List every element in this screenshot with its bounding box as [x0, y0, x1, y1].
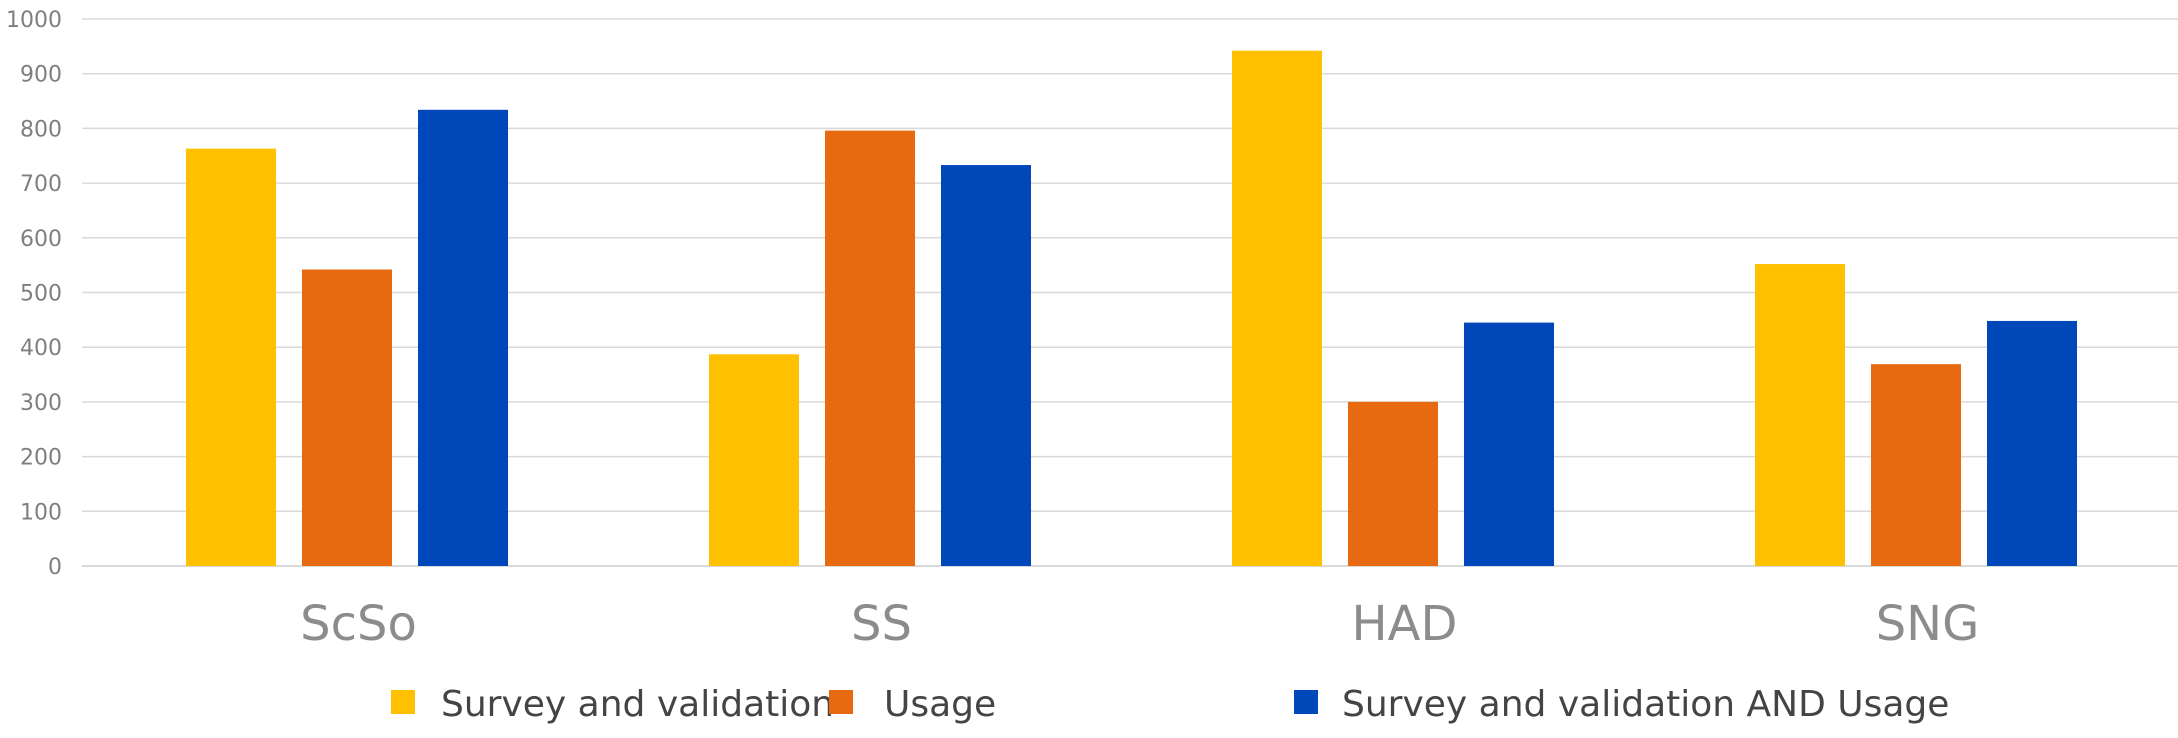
legend-label: Usage	[884, 684, 996, 725]
legend-swatch	[829, 690, 853, 714]
bar-ss-1	[825, 130, 915, 566]
legend-swatch	[391, 690, 415, 714]
bar-scso-0	[186, 148, 276, 566]
x-tick-label: ScSo	[300, 596, 417, 652]
y-tick-label: 200	[20, 446, 62, 471]
y-tick-label: 300	[20, 391, 62, 416]
legend-label: Survey and validation	[441, 684, 834, 725]
bar-sng-2	[1987, 320, 2077, 566]
legend-label: Survey and validation AND Usage	[1342, 684, 1949, 725]
bar-ss-0	[709, 354, 799, 566]
y-tick-label: 600	[20, 227, 62, 252]
legend: Survey and validation Usage Survey and val…	[391, 684, 1949, 725]
x-tick-label: SS	[851, 596, 912, 652]
x-tick-label: HAD	[1352, 596, 1458, 652]
bar-had-2	[1464, 322, 1554, 566]
bar-had-0	[1232, 50, 1322, 566]
x-tick-label: SNG	[1876, 596, 1980, 652]
bar-sng-1	[1871, 364, 1961, 566]
y-tick-label: 1000	[6, 8, 62, 33]
y-tick-label: 900	[20, 63, 62, 88]
bar-ss-2	[941, 165, 1031, 566]
y-tick-label: 500	[20, 282, 62, 307]
y-tick-label: 100	[20, 500, 62, 525]
gridlines	[82, 18, 2178, 567]
bar-scso-1	[302, 269, 392, 566]
bar-scso-2	[418, 109, 508, 566]
y-tick-label: 400	[20, 336, 62, 361]
y-tick-label: 800	[20, 117, 62, 142]
bars	[186, 50, 2077, 566]
bar-had-1	[1348, 401, 1438, 566]
y-tick-label: 700	[20, 172, 62, 197]
bar-sng-0	[1755, 264, 1845, 566]
y-tick-label: 0	[48, 555, 62, 580]
legend-swatch	[1294, 690, 1318, 714]
